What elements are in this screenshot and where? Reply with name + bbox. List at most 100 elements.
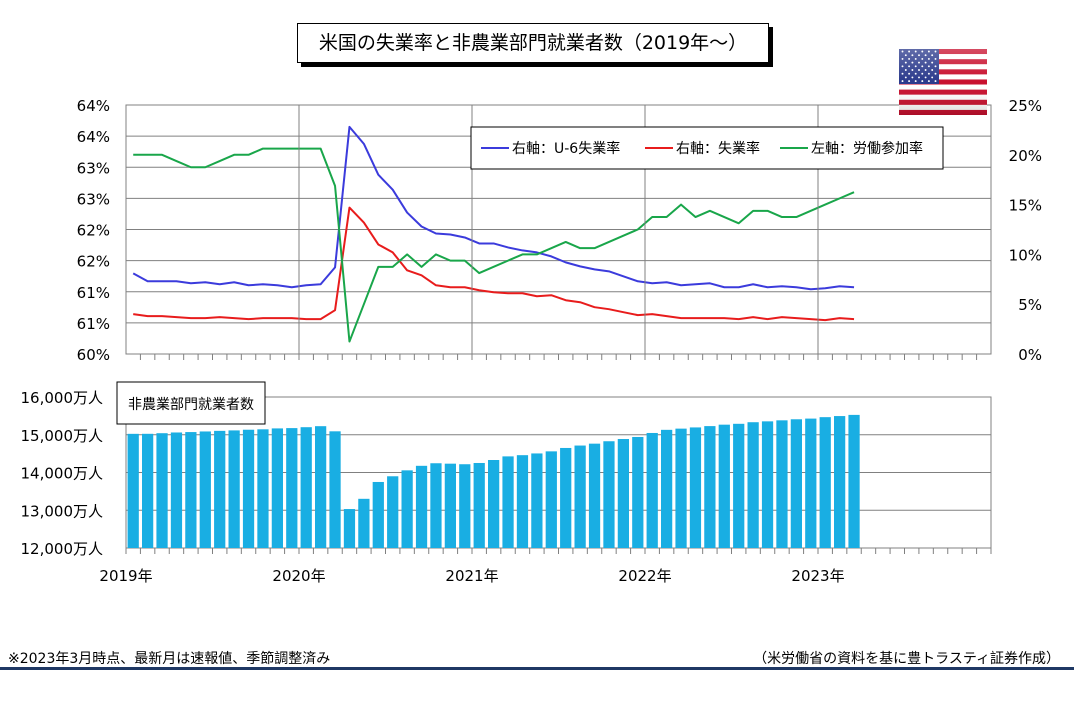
bar: [214, 430, 226, 548]
legend-label-participation: 左軸：労働参加率: [811, 140, 923, 157]
y-left-tick-label: 64%: [77, 128, 110, 146]
y-left-tick-label: 63%: [77, 190, 110, 208]
bar: [646, 432, 658, 548]
series-line-participation: [133, 147, 855, 343]
bar-y-tick-label: 15,000万人: [21, 427, 104, 445]
line-series: [132, 125, 855, 343]
bar: [776, 420, 788, 548]
bar: [747, 422, 759, 548]
y-right-tick-label: 5%: [1018, 296, 1042, 314]
bar: [805, 418, 817, 548]
y-left-tick-label: 64%: [77, 97, 110, 115]
y-right-tick-label: 0%: [1018, 346, 1042, 364]
bar: [531, 453, 543, 548]
y-left-tick-label: 60%: [77, 346, 110, 364]
y-right-tick-label: 20%: [1009, 147, 1042, 165]
bar: [459, 464, 471, 548]
bar: [545, 451, 557, 548]
x-tick-label: 2023年: [791, 567, 844, 585]
bar: [343, 509, 356, 548]
us-flag-icon: [899, 49, 987, 115]
bar: [444, 463, 456, 548]
bar: [848, 414, 860, 548]
y-right-tick-labels: 25% 20% 15% 10% 5% 0%: [1009, 97, 1042, 364]
footer-bar: [0, 667, 1074, 670]
bar: [387, 476, 399, 548]
bar: [286, 428, 298, 548]
bar-y-tick-label: 12,000万人: [21, 540, 104, 558]
bar: [358, 498, 370, 548]
bar-series: [127, 414, 860, 548]
bar: [473, 462, 485, 548]
bar: [242, 429, 255, 548]
bar: [834, 416, 846, 548]
y-left-tick-label: 62%: [77, 253, 110, 271]
bar: [560, 447, 572, 548]
bar: [271, 428, 283, 548]
bar: [819, 417, 831, 548]
source-note: （米労働省の資料を基に豊トラスティ証券作成）: [753, 651, 1060, 667]
bar-chart-title: 非農業部門就業者数: [128, 397, 254, 413]
bar: [661, 429, 673, 548]
bar: [761, 421, 774, 548]
bar: [617, 439, 629, 548]
y-right-tick-label: 10%: [1009, 246, 1042, 264]
bar: [632, 436, 644, 548]
bar-y-tick-labels: 16,000万人 15,000万人 14,000万人 13,000万人 12,000万人: [21, 389, 104, 558]
y-left-tick-label: 61%: [77, 315, 110, 333]
bar: [199, 431, 211, 548]
legend-label-unemployment: 右軸：失業率: [676, 140, 760, 157]
bar: [603, 441, 615, 548]
bar: [790, 419, 802, 548]
bar: [588, 443, 601, 548]
bar: [415, 465, 428, 548]
bar: [718, 424, 730, 548]
bar: [430, 463, 442, 548]
bar: [315, 426, 327, 548]
bar: [329, 431, 341, 548]
legend: 右軸：U-6失業率 右軸：失業率 左軸：労働参加率: [470, 126, 944, 170]
y-right-tick-label: 25%: [1009, 97, 1042, 115]
x-tick-label: 2019年: [99, 567, 152, 585]
bar: [488, 460, 500, 548]
bar: [257, 429, 269, 548]
bar: [300, 427, 312, 548]
x-tick-labels: 2019年 2020年 2021年 2022年 2023年: [99, 567, 844, 585]
footnote: ※2023年3月時点、最新月は速報値、季節調整済み: [8, 651, 331, 667]
bar: [170, 432, 183, 548]
x-tick-label: 2020年: [272, 567, 325, 585]
x-tick-label: 2022年: [618, 567, 671, 585]
y-left-tick-labels: 64% 64% 63% 63% 62% 62% 61% 61% 60%: [77, 97, 110, 364]
bar-y-tick-label: 13,000万人: [21, 502, 104, 520]
y-left-tick-label: 61%: [77, 284, 110, 302]
bar: [156, 433, 168, 548]
y-left-tick-label: 62%: [77, 222, 110, 240]
chart-title: 米国の失業率と非農業部門就業者数（2019年～）: [297, 23, 769, 63]
bar-y-tick-label: 14,000万人: [21, 465, 104, 483]
bar: [574, 445, 586, 548]
bar: [228, 430, 240, 548]
bar: [704, 426, 716, 548]
legend-box: [470, 126, 944, 170]
bar: [733, 423, 745, 548]
y-left-tick-label: 63%: [77, 159, 110, 177]
x-tick-label: 2021年: [445, 567, 498, 585]
bar: [689, 427, 702, 548]
bar: [502, 456, 514, 548]
bar: [185, 432, 197, 548]
bar: [127, 433, 139, 548]
bar: [142, 433, 154, 548]
bar-y-tick-label: 16,000万人: [21, 389, 104, 407]
series-line-unemployment: [133, 206, 855, 322]
bar: [401, 470, 413, 548]
y-right-tick-label: 15%: [1009, 197, 1042, 215]
bar-chart-label-box: [116, 381, 266, 425]
series-line-u6: [132, 125, 855, 291]
bar-gridlines: [126, 434, 991, 511]
bar: [372, 481, 384, 548]
legend-label-u6: 右軸：U-6失業率: [512, 140, 620, 157]
bar: [516, 455, 529, 548]
bar: [675, 428, 687, 548]
bar-chart-label: 非農業部門就業者数: [116, 381, 266, 425]
